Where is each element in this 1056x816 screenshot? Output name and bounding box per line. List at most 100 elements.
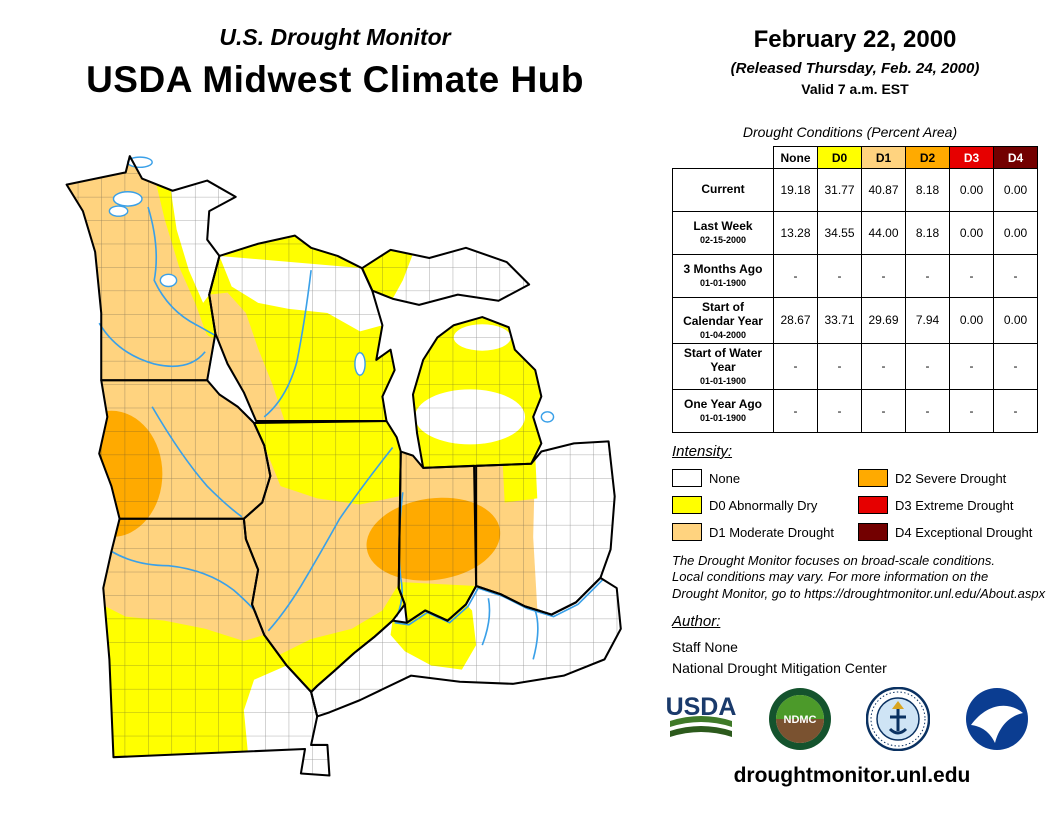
value-cell: 40.87 <box>861 168 906 212</box>
svg-text:NDMC: NDMC <box>783 714 816 726</box>
value-cell: - <box>817 388 862 433</box>
value-cell: 33.71 <box>817 297 862 344</box>
table-row: Last Week 02-15-2000 13.28 34.55 44.00 8.… <box>672 211 1038 255</box>
col-d4: D4 <box>993 146 1038 169</box>
legend-label: D1 Moderate Drought <box>709 524 835 540</box>
value-cell: - <box>773 342 818 390</box>
row-label: Start of Calendar Year 01-04-2000 <box>672 297 774 344</box>
value-cell: 0.00 <box>949 211 994 255</box>
legend-title: Intensity: <box>672 443 733 460</box>
value-cell: 29.69 <box>861 297 906 344</box>
value-cell: 0.00 <box>993 211 1038 255</box>
legend-item-d2: D2 Severe Drought <box>858 469 1036 487</box>
col-d1: D1 <box>861 146 906 169</box>
row-label: Last Week 02-15-2000 <box>672 211 774 255</box>
valid-time: Valid 7 a.m. EST <box>801 81 909 97</box>
row-label-text: One Year Ago <box>683 397 763 412</box>
value-cell: - <box>817 254 862 298</box>
value-cell: 0.00 <box>949 168 994 212</box>
value-cell: 19.18 <box>773 168 818 212</box>
legend-item-d1: D1 Moderate Drought <box>672 523 850 541</box>
d2-swatch <box>858 469 888 487</box>
map-date: February 22, 2000 <box>753 26 957 53</box>
header: U.S. Drought Monitor USDA Midwest Climat… <box>30 24 640 101</box>
value-cell: - <box>949 388 994 433</box>
author-title: Author: <box>672 613 721 630</box>
value-cell: - <box>773 254 818 298</box>
legend-label: D3 Extreme Drought <box>895 497 1014 513</box>
conditions-table: None D0 D1 D2 D3 D4 Current 19.18 31.77 … <box>672 146 1038 433</box>
site-url: droughtmonitor.unl.edu <box>733 764 971 787</box>
row-label: One Year Ago 01-01-1900 <box>672 388 774 433</box>
row-label-date: 01-04-2000 <box>699 329 747 340</box>
row-label-date: 01-01-1900 <box>699 413 747 424</box>
value-cell: - <box>993 388 1038 433</box>
drought-map-svg <box>65 155 622 777</box>
row-label-text: Last Week <box>693 219 753 234</box>
value-cell: 34.55 <box>817 211 862 255</box>
value-cell: - <box>905 388 950 433</box>
table-row: One Year Ago 01-01-1900 - - - - - - <box>672 388 1038 433</box>
disclaimer: The Drought Monitor focuses on broad-sca… <box>672 553 1052 602</box>
table-row: Start of Water Year 01-01-1900 - - - - - … <box>672 342 1038 390</box>
ndmc-logo: NDMC <box>765 686 835 752</box>
value-cell: 8.18 <box>905 168 950 212</box>
d4-swatch <box>858 523 888 541</box>
value-cell: 44.00 <box>861 211 906 255</box>
disclaimer-line: Drought Monitor, go to https://droughtmo… <box>672 585 1046 601</box>
row-label-date: 02-15-2000 <box>699 235 747 246</box>
value-cell: - <box>773 388 818 433</box>
legend-item-d0: D0 Abnormally Dry <box>672 496 850 514</box>
value-cell: 8.18 <box>905 211 950 255</box>
legend-label: D0 Abnormally Dry <box>709 497 818 513</box>
author-name: Staff None <box>672 639 738 655</box>
value-cell: 7.94 <box>905 297 950 344</box>
row-label-text: Current <box>701 182 745 197</box>
value-cell: 0.00 <box>993 297 1038 344</box>
value-cell: 0.00 <box>949 297 994 344</box>
col-d2: D2 <box>905 146 950 169</box>
legend-item-d4: D4 Exceptional Drought <box>858 523 1036 541</box>
legend-item-none: None <box>672 469 850 487</box>
value-cell: - <box>861 388 906 433</box>
legend-item-d3: D3 Extreme Drought <box>858 496 1036 514</box>
table-row: Start of Calendar Year 01-04-2000 28.67 3… <box>672 297 1038 344</box>
table-title: Drought Conditions (Percent Area) <box>742 124 958 140</box>
noaa-logo <box>962 686 1032 752</box>
legend-label: None <box>709 470 741 486</box>
value-cell: - <box>949 342 994 390</box>
legend-label: D4 Exceptional Drought <box>895 524 1033 540</box>
row-label: Start of Water Year 01-01-1900 <box>672 342 774 390</box>
row-label-text: Start of Water Year <box>683 345 763 374</box>
map-lakes <box>108 156 555 423</box>
value-cell: - <box>993 342 1038 390</box>
legend-label: D2 Severe Drought <box>895 470 1007 486</box>
table-row: 3 Months Ago 01-01-1900 - - - - - - <box>672 254 1038 298</box>
value-cell: 31.77 <box>817 168 862 212</box>
page-title: USDA Midwest Climate Hub <box>86 59 584 100</box>
drought-map <box>54 150 666 807</box>
d3-swatch <box>858 496 888 514</box>
value-cell: - <box>861 254 906 298</box>
col-none: None <box>773 146 818 169</box>
d0-swatch <box>672 496 702 514</box>
value-cell: - <box>861 342 906 390</box>
table-header-row: None D0 D1 D2 D3 D4 <box>673 146 1038 169</box>
col-d3: D3 <box>949 146 994 169</box>
row-label-date: 01-01-1900 <box>699 278 747 289</box>
row-label-date: 01-01-1900 <box>699 375 747 386</box>
value-cell: - <box>905 254 950 298</box>
value-cell: 0.00 <box>993 168 1038 212</box>
author-block: Author: Staff None National Drought Miti… <box>672 613 887 676</box>
intensity-legend: Intensity: None D0 Abnormally Dry D1 Mod… <box>672 443 1036 541</box>
d1-swatch <box>672 523 702 541</box>
disclaimer-line: The Drought Monitor focuses on broad-sca… <box>672 553 996 568</box>
value-cell: - <box>905 342 950 390</box>
table-row: Current 19.18 31.77 40.87 8.18 0.00 0.00 <box>672 168 1038 212</box>
none-swatch <box>672 469 702 487</box>
header-blank-cell <box>673 147 774 169</box>
row-label-text: 3 Months Ago <box>683 262 763 277</box>
value-cell: - <box>993 254 1038 298</box>
row-label: 3 Months Ago 01-01-1900 <box>672 254 774 298</box>
